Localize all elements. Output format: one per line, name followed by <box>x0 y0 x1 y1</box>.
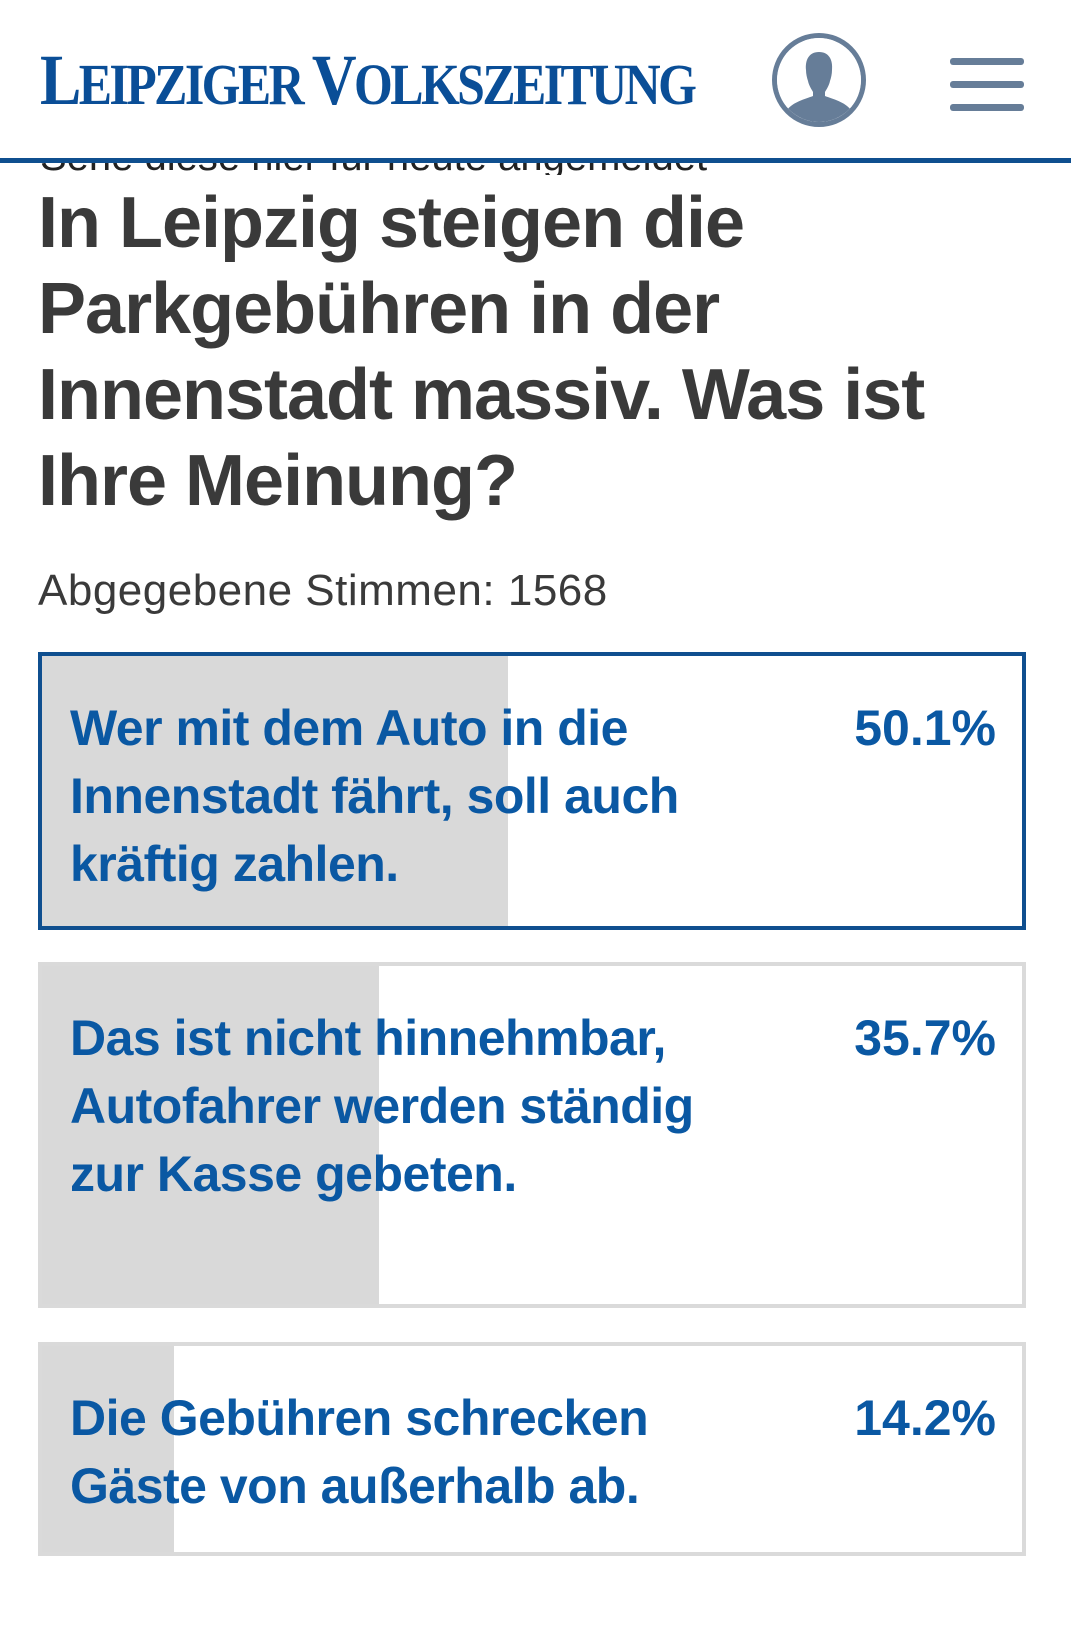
votes-count: Abgegebene Stimmen: 1568 <box>38 566 608 615</box>
option-label: Wer mit dem Auto in die Innenstadt fährt… <box>70 700 679 892</box>
poll-option-2[interactable]: Das ist nicht hinnehmbar, Autofahrer wer… <box>38 962 1026 1308</box>
hamburger-line <box>950 104 1024 111</box>
option-label: Die Gebühren schrecken Gäste von außerha… <box>70 1390 649 1514</box>
option-percent: 14.2% <box>854 1390 996 1446</box>
result-bar <box>42 966 379 1304</box>
site-header: Leipziger Volkszeitung <box>0 0 1071 163</box>
option-percent: 35.7% <box>854 1010 996 1066</box>
hamburger-menu-icon <box>950 58 1024 65</box>
user-account-button[interactable] <box>772 33 866 127</box>
hamburger-menu-button[interactable] <box>950 58 1026 114</box>
poll-option-1[interactable]: Wer mit dem Auto in die Innenstadt fährt… <box>38 652 1026 930</box>
result-bar <box>42 1346 174 1552</box>
site-logo[interactable]: Leipziger Volkszeitung <box>40 40 697 120</box>
poll-option-3[interactable]: Die Gebühren schrecken Gäste von außerha… <box>38 1342 1026 1556</box>
poll-question: In Leipzig steigen die Parkgebühren in d… <box>38 183 925 521</box>
option-label: Das ist nicht hinnehmbar, Autofahrer wer… <box>70 1010 694 1202</box>
option-percent: 50.1% <box>854 700 996 756</box>
hamburger-line <box>950 81 1024 88</box>
result-bar <box>42 656 508 926</box>
user-avatar-icon <box>777 38 861 122</box>
